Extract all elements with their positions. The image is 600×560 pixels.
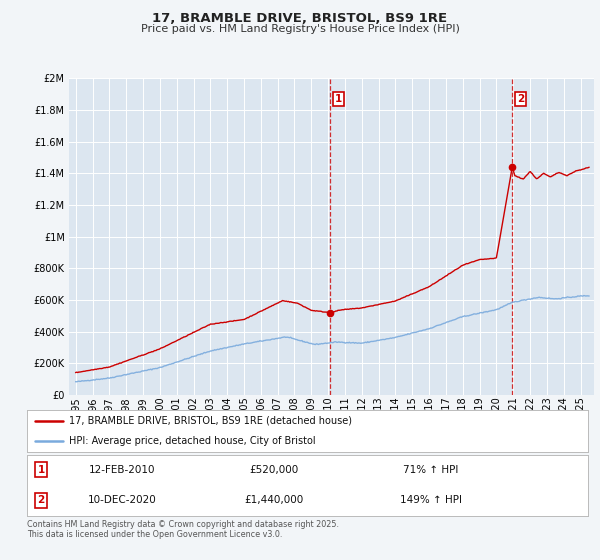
Text: 1: 1 xyxy=(335,94,342,104)
Text: 2: 2 xyxy=(37,495,44,505)
Text: £520,000: £520,000 xyxy=(249,464,298,474)
Text: £1,440,000: £1,440,000 xyxy=(244,495,304,505)
Text: 1: 1 xyxy=(37,464,44,474)
Text: Price paid vs. HM Land Registry's House Price Index (HPI): Price paid vs. HM Land Registry's House … xyxy=(140,24,460,34)
Text: 10-DEC-2020: 10-DEC-2020 xyxy=(88,495,157,505)
Text: 12-FEB-2010: 12-FEB-2010 xyxy=(89,464,155,474)
Text: Contains HM Land Registry data © Crown copyright and database right 2025.
This d: Contains HM Land Registry data © Crown c… xyxy=(27,520,339,539)
Text: 71% ↑ HPI: 71% ↑ HPI xyxy=(403,464,458,474)
Text: 17, BRAMBLE DRIVE, BRISTOL, BS9 1RE: 17, BRAMBLE DRIVE, BRISTOL, BS9 1RE xyxy=(152,12,448,25)
Text: HPI: Average price, detached house, City of Bristol: HPI: Average price, detached house, City… xyxy=(69,436,316,446)
Text: 17, BRAMBLE DRIVE, BRISTOL, BS9 1RE (detached house): 17, BRAMBLE DRIVE, BRISTOL, BS9 1RE (det… xyxy=(69,416,352,426)
Text: 2: 2 xyxy=(517,94,524,104)
Text: 149% ↑ HPI: 149% ↑ HPI xyxy=(400,495,462,505)
